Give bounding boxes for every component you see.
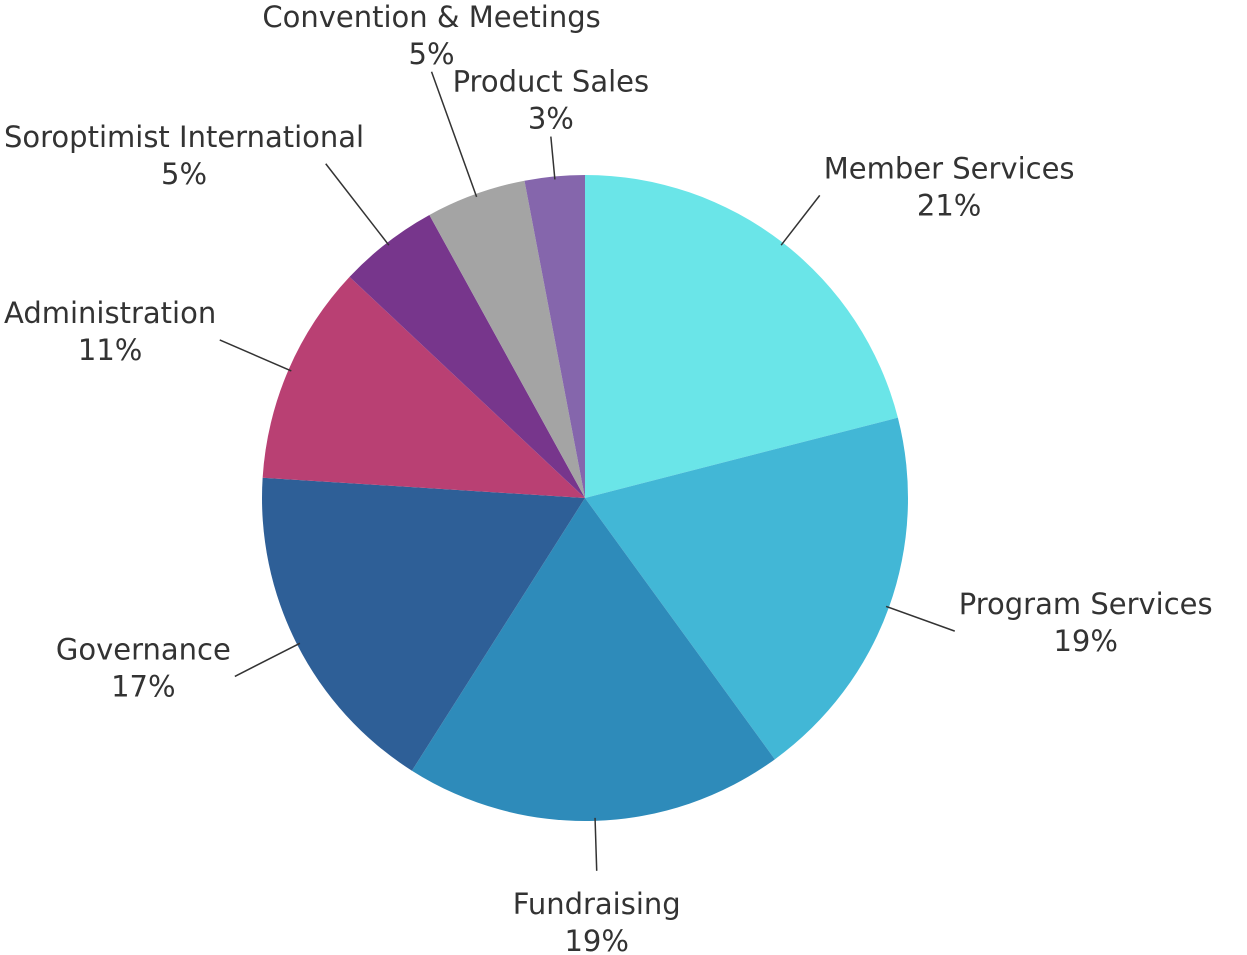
slice-value-label: 19%	[564, 924, 628, 955]
pie-slice	[524, 175, 585, 498]
leader-line	[594, 817, 598, 871]
slice-label: Convention & Meetings	[262, 0, 600, 34]
leader-line	[234, 642, 301, 678]
slice-label: Fundraising	[513, 887, 681, 921]
pie-slice	[262, 477, 585, 771]
slice-value-label: 3%	[528, 102, 574, 136]
slice-value-label: 5%	[409, 37, 455, 71]
slice-value-label: 19%	[1053, 624, 1117, 658]
slice-value-label: 21%	[917, 188, 981, 222]
slice-label: Soroptimist International	[4, 120, 364, 154]
leader-line	[780, 194, 821, 246]
slice-value-label: 17%	[111, 669, 175, 703]
slice-label: Program Services	[959, 587, 1213, 621]
leader-line	[550, 136, 556, 180]
pie-slice	[585, 175, 898, 498]
leader-line	[885, 605, 956, 632]
leader-line	[325, 163, 390, 246]
slice-value-label: 5%	[161, 157, 207, 191]
slice-label: Administration	[4, 296, 216, 330]
pie-slice	[411, 498, 775, 821]
slice-label: Governance	[56, 632, 231, 666]
pie-slice	[429, 180, 585, 498]
pie-slice	[262, 276, 585, 498]
leader-line	[219, 339, 292, 372]
slice-label: Member Services	[824, 151, 1075, 185]
slice-value-label: 11%	[78, 333, 142, 367]
leader-line	[430, 71, 478, 198]
pie-slice	[585, 417, 909, 760]
pie-slice	[349, 214, 585, 498]
slice-label: Product Sales	[453, 65, 650, 99]
